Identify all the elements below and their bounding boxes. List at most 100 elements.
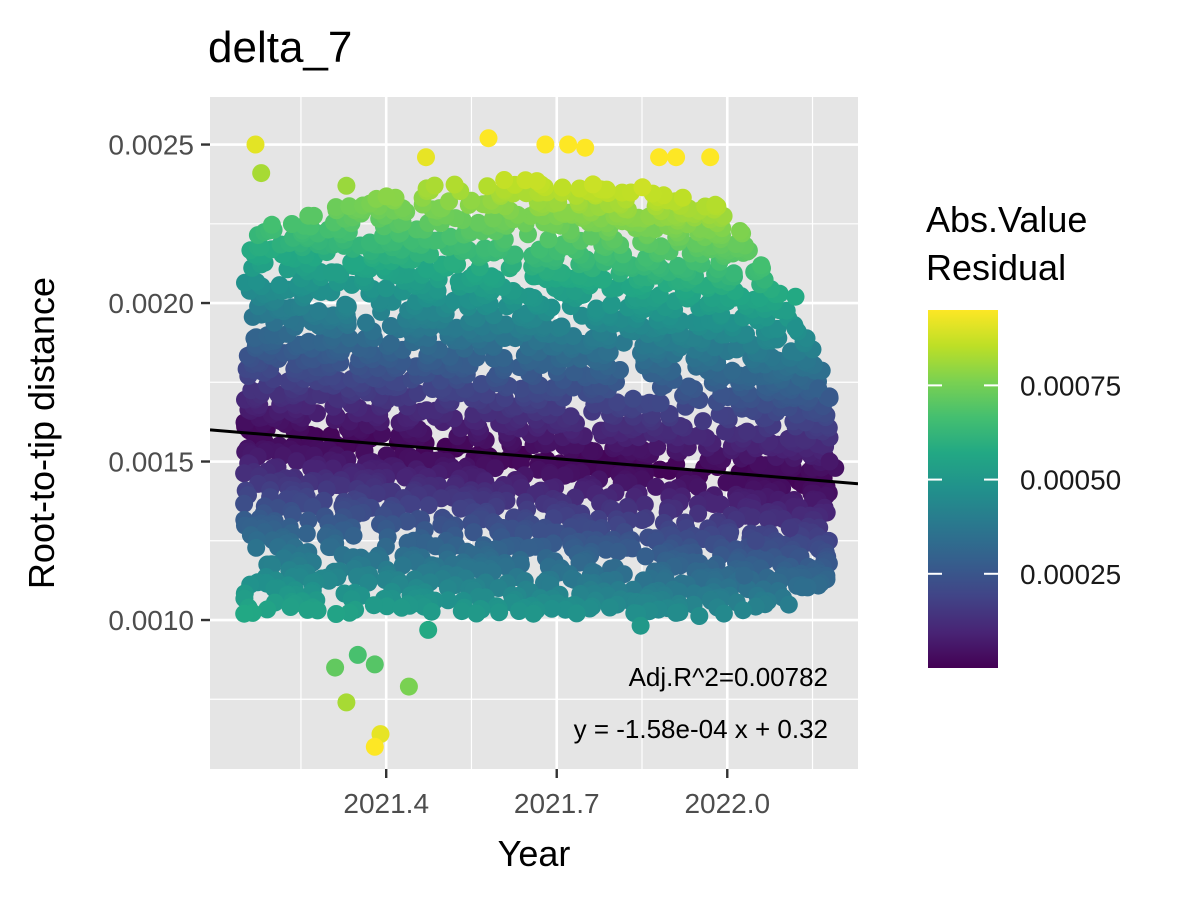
data-point <box>646 477 665 496</box>
outlier-point <box>559 135 578 154</box>
data-point <box>731 222 749 240</box>
chart-title: delta_7 <box>208 23 352 72</box>
outlier-point <box>820 452 839 471</box>
colorbar-tick-label: 0.00050 <box>1020 465 1121 496</box>
data-point <box>489 579 508 597</box>
data-point <box>364 596 383 615</box>
outlier-point <box>326 658 345 677</box>
y-tick-label: 0.0020 <box>108 288 194 319</box>
outlier-point <box>399 677 418 696</box>
data-point <box>336 295 355 314</box>
data-point <box>679 377 698 396</box>
data-point <box>552 317 571 336</box>
data-point <box>608 393 627 412</box>
outlier-point <box>365 655 384 674</box>
data-point <box>602 295 621 314</box>
data-point <box>327 605 346 623</box>
legend-title-line-1: Abs.Value <box>926 199 1087 240</box>
data-point <box>436 437 455 456</box>
data-point <box>584 175 602 194</box>
data-point <box>235 494 254 513</box>
data-point <box>580 441 599 460</box>
data-point <box>505 245 524 264</box>
data-point <box>539 230 558 249</box>
data-point <box>553 178 572 197</box>
data-point <box>464 523 483 542</box>
data-point <box>648 438 667 457</box>
data-point <box>340 197 359 216</box>
data-point <box>452 602 471 621</box>
x-tick-label: 2021.4 <box>343 788 429 819</box>
data-point <box>441 227 460 246</box>
outlier-point <box>701 148 720 167</box>
data-point <box>367 484 386 503</box>
data-point <box>723 361 742 380</box>
data-point <box>673 188 692 207</box>
data-point <box>490 603 509 622</box>
data-point <box>704 495 723 513</box>
data-point <box>287 452 306 471</box>
data-point <box>567 604 586 623</box>
data-point <box>600 598 619 617</box>
outlier-point <box>780 519 799 538</box>
data-point <box>758 510 777 529</box>
data-point <box>377 597 396 616</box>
data-point <box>444 291 463 310</box>
data-point <box>425 176 444 195</box>
outlier-point <box>246 135 265 154</box>
outlier-point <box>786 287 805 306</box>
color-legend: Abs.Value Residual 0.00025 0.00050 0.00075 <box>926 199 1121 668</box>
regression-equation-annotation: y = -1.58e-04 x + 0.32 <box>574 714 828 744</box>
data-point <box>633 178 652 197</box>
data-point <box>495 171 514 189</box>
data-point <box>326 198 345 217</box>
colorbar-ticks: 0.00025 0.00050 0.00075 <box>928 370 1121 590</box>
data-point <box>417 260 436 279</box>
data-point <box>298 600 317 619</box>
data-point <box>419 496 438 515</box>
data-point <box>340 603 359 622</box>
data-point <box>422 602 441 621</box>
data-point <box>623 539 642 558</box>
data-point <box>297 524 316 543</box>
data-point <box>561 407 580 426</box>
data-point <box>342 253 361 272</box>
data-point <box>689 504 708 523</box>
outlier-point <box>337 693 356 712</box>
legend-title-line-2: Residual <box>926 247 1066 288</box>
data-point <box>392 598 411 617</box>
data-point <box>333 476 351 495</box>
outlier-point <box>348 645 367 664</box>
outlier-point <box>650 148 669 167</box>
data-point <box>393 556 412 575</box>
data-point <box>281 598 300 616</box>
data-point <box>235 464 254 483</box>
outlier-points <box>246 129 845 756</box>
data-point <box>738 422 757 441</box>
data-point <box>439 591 458 610</box>
data-point <box>743 508 762 527</box>
outlier-point <box>337 176 356 195</box>
data-point <box>484 209 503 228</box>
outlier-point <box>479 129 498 148</box>
data-point <box>690 607 709 625</box>
data-point <box>344 526 363 545</box>
data-point <box>734 601 752 620</box>
y-axis-title: Root-to-tip distance <box>21 277 62 589</box>
data-point <box>512 478 531 497</box>
outlier-point <box>667 148 686 167</box>
colorbar <box>928 310 998 668</box>
data-point <box>304 206 323 225</box>
data-point <box>706 195 725 214</box>
data-point <box>377 187 396 206</box>
outlier-point <box>786 319 805 338</box>
data-point <box>779 595 798 614</box>
data-point <box>542 599 561 618</box>
data-point <box>403 495 422 514</box>
data-point <box>694 412 712 431</box>
x-tick-label: 2022.0 <box>684 788 770 819</box>
data-point <box>445 175 464 194</box>
data-point <box>609 542 627 561</box>
data-point <box>247 538 266 557</box>
